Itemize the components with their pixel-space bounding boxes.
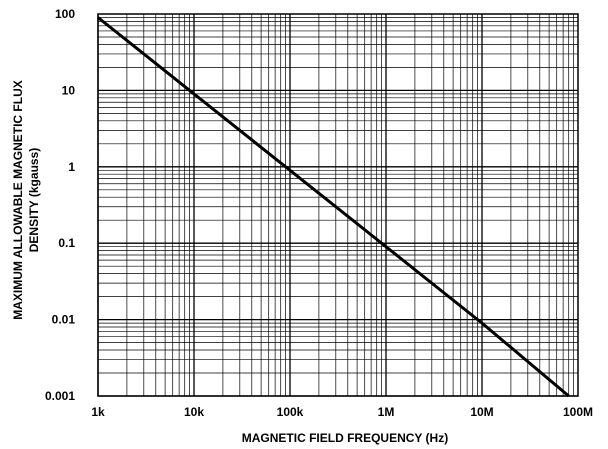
x-tick-label: 100M — [563, 405, 593, 419]
y-tick-labels: 100 10 1 0.1 0.01 0.001 — [45, 7, 75, 403]
x-axis-title: MAGNETIC FIELD FREQUENCY (Hz) — [242, 431, 448, 445]
y-tick-label: 0.001 — [45, 389, 75, 403]
series-layer — [97, 16, 570, 398]
x-tick-label: 100k — [277, 405, 304, 419]
x-tick-label: 10M — [470, 405, 493, 419]
x-tick-labels: 1k 10k 100k 1M 10M 100M — [91, 405, 593, 419]
plot-frame — [97, 13, 579, 397]
major-grid — [97, 14, 578, 397]
y-tick-label: 1 — [68, 160, 75, 174]
y-axis-title-line-1: MAXIMUM ALLOWABLE MAGNETIC FLUX — [11, 80, 25, 320]
x-tick-label: 1k — [91, 405, 105, 419]
minor-grid — [98, 14, 578, 396]
x-tick-label: 10k — [184, 405, 204, 419]
flux-density-series-line — [97, 16, 570, 398]
y-tick-label: 100 — [55, 7, 75, 21]
y-tick-label: 0.1 — [58, 236, 75, 250]
x-tick-label: 1M — [378, 405, 395, 419]
y-axis-title-line-2: DENSITY (kgauss) — [27, 148, 41, 252]
y-tick-label: 0.01 — [52, 313, 76, 327]
y-axis-title: MAXIMUM ALLOWABLE MAGNETIC FLUX DENSITY … — [11, 80, 41, 320]
y-tick-label: 10 — [62, 83, 76, 97]
